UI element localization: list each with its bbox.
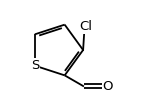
Text: O: O — [103, 80, 113, 93]
Text: S: S — [31, 59, 39, 72]
Text: Cl: Cl — [79, 20, 92, 33]
